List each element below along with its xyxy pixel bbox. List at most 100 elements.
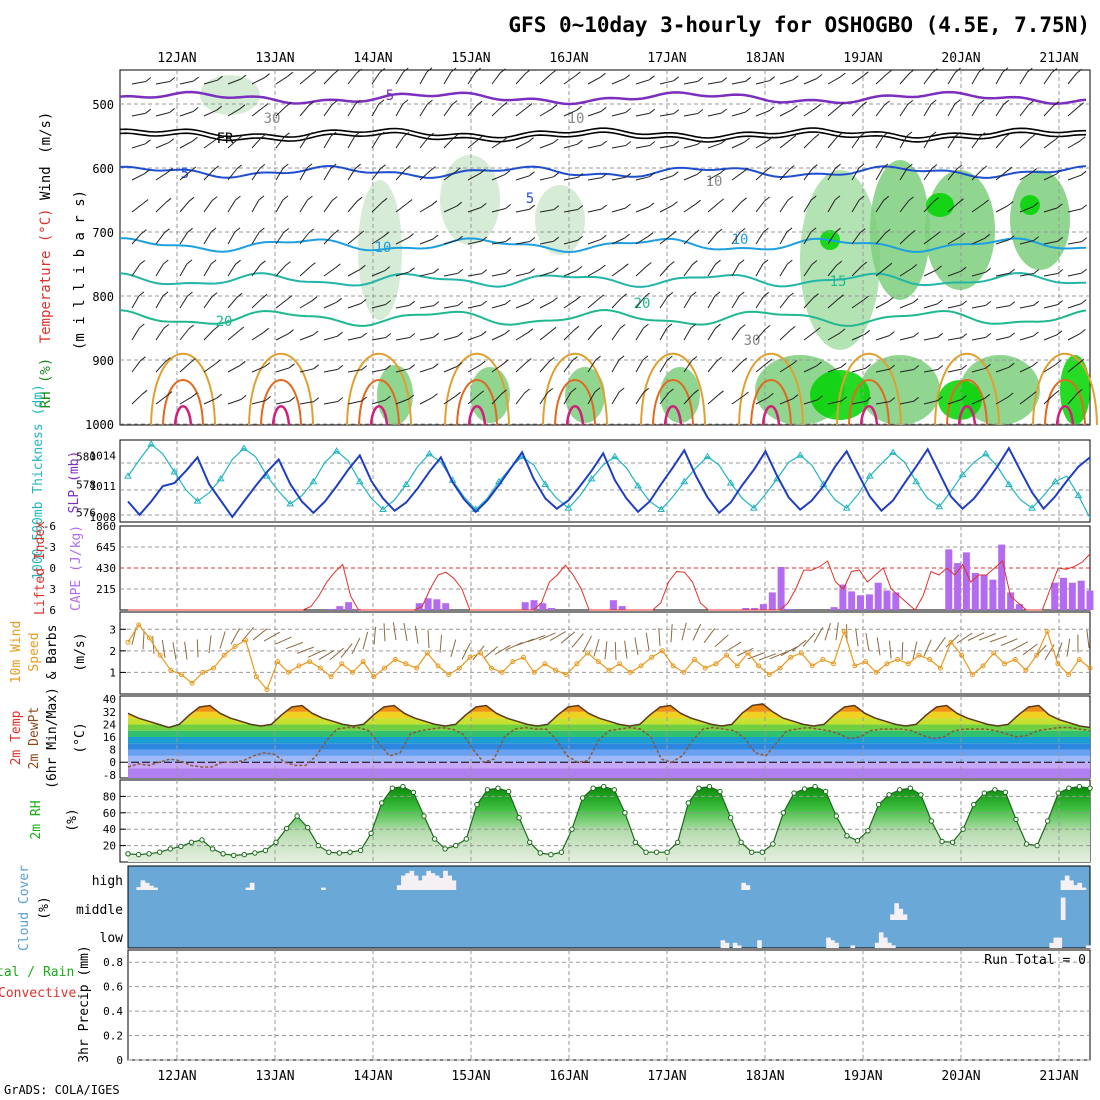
wind-barb (203, 139, 216, 149)
wind-barb-flag (402, 99, 409, 105)
wind-barb-flag (739, 324, 746, 329)
wind-barb-flag (312, 330, 319, 336)
cloud-bar (153, 887, 158, 890)
wind-barb (635, 327, 644, 341)
wind-barb (611, 207, 626, 213)
wind-barb (155, 142, 170, 149)
wind-barb-flag (743, 391, 749, 397)
wind-barb (683, 233, 695, 245)
wind-ylabel-1: 10m Wind (9, 621, 24, 684)
wind-barb-10m (769, 651, 787, 660)
wind-barb-flag (863, 295, 869, 301)
wind-barb-flag (552, 297, 558, 302)
cape-bar (345, 602, 353, 610)
pressure-level-label: 800 (92, 290, 114, 304)
wind-barb (611, 237, 625, 245)
wind-barb (899, 268, 913, 277)
rh-marker (812, 783, 818, 790)
wind-barb-flag (1007, 201, 1014, 206)
rh-marker (400, 783, 406, 790)
thickness-marker (564, 504, 573, 511)
wind-barb-flag (431, 200, 438, 206)
rh-marker (389, 785, 395, 791)
rh-marker (622, 810, 628, 816)
wind-barb-flag (955, 131, 961, 137)
wind-barb (995, 305, 1010, 309)
wind-barb (275, 299, 288, 309)
wind-barb (395, 304, 410, 309)
wind-barb (395, 368, 410, 373)
wind-barb-flag (719, 168, 726, 174)
rh-marker (305, 824, 311, 831)
precip-legend-total: tal / Rain (0, 965, 74, 980)
wind-barb (467, 206, 482, 213)
cape-bar (424, 598, 432, 610)
wind-barb (971, 336, 986, 341)
wind-barb-10m (956, 632, 973, 644)
warm-contour (162, 379, 204, 426)
rh-ylabel: 2m RH (29, 800, 44, 839)
wind-barb (923, 235, 936, 245)
warm-contour (738, 352, 804, 426)
wind-barb (227, 108, 241, 117)
wind-barb-flag (1076, 68, 1083, 74)
wind-barb (587, 298, 600, 309)
wind-barb-flag (649, 75, 655, 81)
rh-marker (886, 792, 892, 798)
wind-barb (275, 105, 287, 117)
cloud-frame (127, 865, 1091, 949)
wind-barb (659, 359, 668, 373)
wind-barb (227, 296, 238, 309)
temp-line (127, 703, 1091, 729)
wind-barb-flag (409, 267, 415, 273)
warm-contour (1032, 352, 1098, 426)
wind-barb-flag (861, 261, 868, 267)
wind-barb (1067, 208, 1082, 213)
wind-barb-10m (658, 627, 661, 646)
rh-area-patch (1020, 195, 1040, 215)
wind-barb (851, 265, 863, 277)
wind-barb-flag (216, 393, 223, 399)
wind-speed-marker (317, 665, 323, 671)
wind-barb (563, 299, 576, 309)
cape-tick: 430 (96, 562, 116, 575)
wind-barb (491, 241, 506, 245)
wind-barb (275, 367, 290, 373)
wind-barb-flag (1081, 237, 1088, 242)
wind-barb (539, 361, 550, 373)
wind-barb-flag (1080, 329, 1086, 334)
wind-barb-flag (361, 332, 368, 338)
wind-barb-flag (625, 141, 632, 146)
wind-barb-flag (672, 171, 679, 177)
date-label: 18JAN (745, 51, 784, 66)
rh-marker (770, 841, 776, 847)
wind-barb (203, 109, 217, 117)
wind-barb-flag (360, 299, 367, 304)
wind-barb-flag (236, 164, 243, 170)
rh-marker (601, 783, 607, 790)
wind-barb (467, 273, 482, 277)
cape-bar (415, 603, 423, 610)
wind-barb (1043, 394, 1055, 405)
wind-barb-flag (165, 357, 171, 362)
wind-barb (755, 200, 765, 213)
wind-barb (515, 392, 525, 405)
wind-barb (443, 305, 458, 309)
rh-marker (1034, 842, 1040, 849)
wind-barb-10m (1066, 638, 1071, 657)
wind-barb (971, 367, 986, 373)
wind-barb (611, 297, 622, 309)
wind-barb (1043, 72, 1053, 85)
wind-speed-marker (809, 663, 815, 669)
wind-barb (179, 232, 189, 245)
wind-barb-flag (430, 166, 436, 171)
wind-speed-marker (959, 652, 965, 658)
wind-barb-flag (912, 298, 919, 304)
wind-barb (179, 200, 190, 213)
wind-barb (275, 136, 285, 149)
wind-speed-marker (403, 661, 409, 667)
wind-barb-flag (645, 262, 652, 267)
wind-barb-flag (960, 266, 967, 272)
wind-speed-marker (734, 663, 740, 669)
rh-marker (516, 815, 522, 821)
